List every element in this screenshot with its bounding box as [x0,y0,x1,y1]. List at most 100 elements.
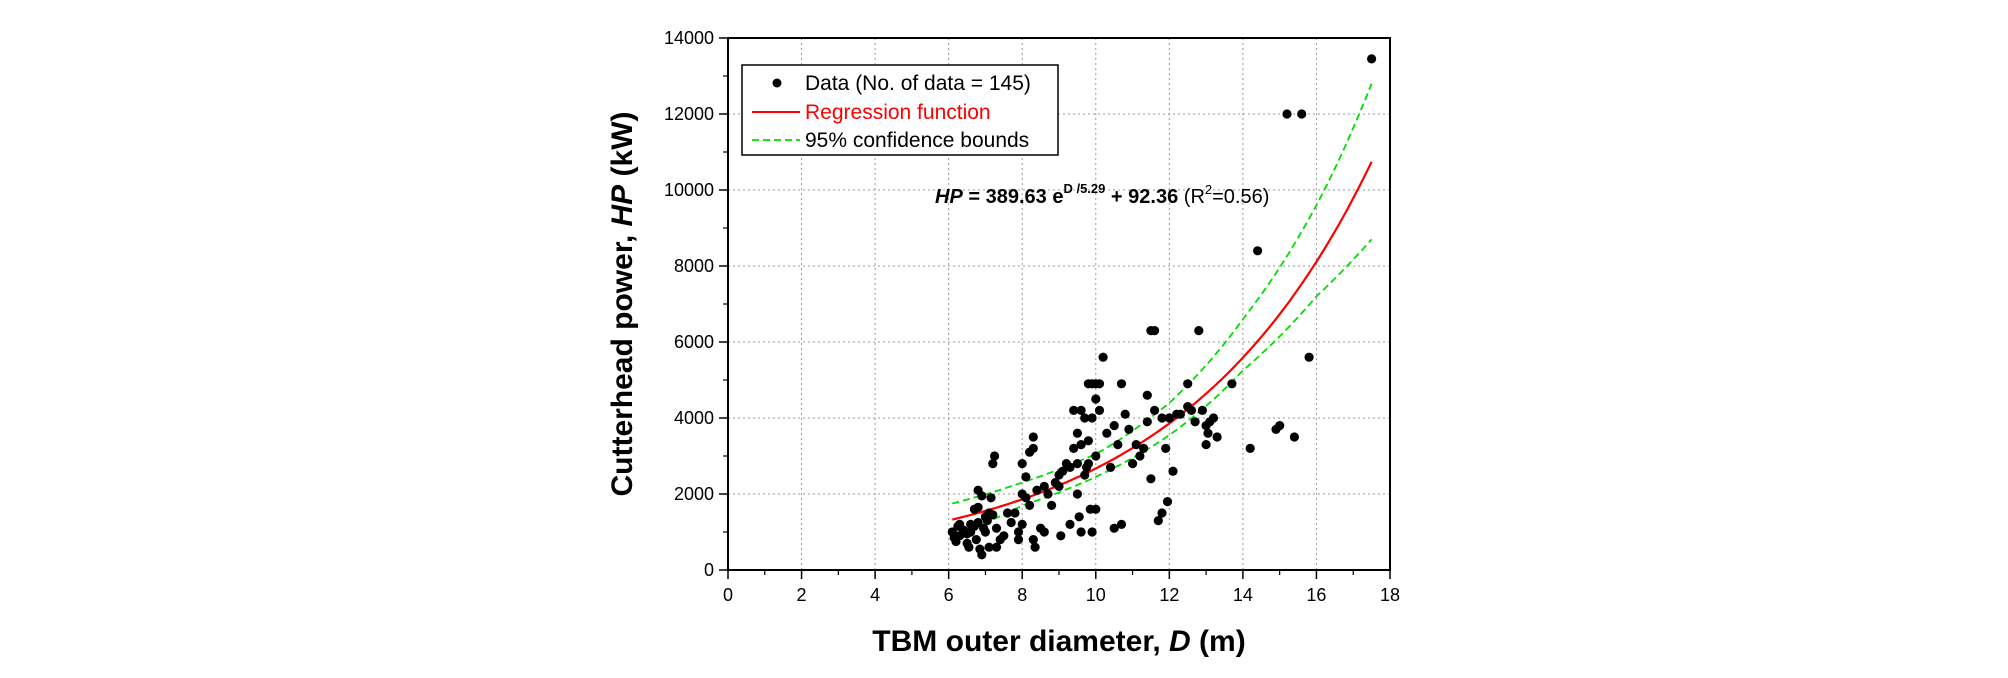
data-point [1186,405,1196,415]
data-point [1072,428,1082,438]
legend-label-data: Data (No. of data = 145) [805,72,1031,95]
regression-curve [952,161,1373,521]
data-point [1021,493,1031,503]
data-point [1116,379,1127,389]
data-point [1135,451,1145,461]
x-tick-label: 16 [1306,585,1326,605]
data-point [1072,489,1082,499]
data-point [999,531,1009,541]
data-point [1146,474,1156,484]
data-point [1142,390,1152,400]
data-point [1028,432,1038,442]
legend-label-confidence: 95% confidence bounds [805,129,1029,152]
grid [728,38,1390,570]
y-tick-label: 4000 [674,408,714,428]
data-point [1157,413,1167,423]
data-point [1282,109,1292,119]
data-point [973,517,983,528]
data-point [1056,531,1066,541]
x-axis-title: TBM outer diameter, D (m) [872,625,1245,658]
y-tick-label: 12000 [664,104,714,124]
data-point [980,527,991,537]
legend: Data (No. of data = 145) Regression func… [741,64,1059,156]
data-point [1039,527,1049,537]
y-tick-label: 2000 [674,484,714,504]
data-point [1124,424,1134,434]
x-tick-label: 12 [1159,585,1179,605]
data-point [977,550,987,560]
data-point [986,493,996,503]
data-point [1043,489,1053,499]
data-point [1065,519,1075,530]
data-point [1091,504,1101,514]
data-point [1113,440,1123,450]
data-point [1074,512,1084,522]
data-point [1208,413,1219,423]
x-tick-label: 10 [1086,585,1106,605]
data-point [1030,542,1040,552]
data-point [1142,417,1152,427]
data-point [1116,519,1127,530]
data-point [1025,500,1035,510]
regression-equation: HP = 389.63 eD /5.29 + 92.36 (R2=0.56) [935,181,1269,208]
data-point [1194,326,1204,336]
data-point [1289,432,1299,442]
data-point [1065,462,1075,472]
data-point [1203,428,1213,438]
data-point [1102,428,1112,438]
data-point [1304,352,1314,362]
data-point [1028,443,1038,453]
data-point [1153,516,1163,526]
data-point [991,542,1002,552]
x-tick-label: 4 [870,585,880,605]
legend-label-regression: Regression function [805,101,991,124]
data-point [1227,379,1237,389]
data-point [1150,326,1160,336]
x-tick-label: 6 [944,585,954,605]
legend-marker-data [772,78,782,88]
data-point [1072,459,1082,469]
x-tick-label: 2 [797,585,807,605]
data-point [1047,500,1057,510]
data-point [1098,352,1108,362]
data-point [1032,485,1042,495]
data-point [1076,527,1086,537]
data-point [1275,421,1285,431]
data-point [1297,109,1307,119]
data-point [1010,508,1020,518]
data-point [1128,459,1138,469]
data-point [1162,497,1173,507]
data-point [1080,470,1090,480]
data-point [1161,443,1171,453]
data-point [1054,481,1064,491]
data-point [1183,379,1193,389]
data-point [1131,440,1141,450]
data-point [1076,405,1086,415]
data-point [982,516,992,526]
data-point [1109,421,1119,431]
y-tick-label: 14000 [664,28,714,48]
axis-ticks: 0 2 4 6 8 10 12 14 16 18 0 2000 4000 6000 8000 10000 120… [664,28,1400,605]
data-point [988,510,998,520]
data-point [964,542,974,552]
data-point [1013,527,1024,537]
data-point [1150,405,1160,415]
data-point [1021,472,1031,482]
data-point [1139,443,1149,453]
y-axis-title: Cutterhead power, HP (kW) [606,111,639,496]
data-point [973,502,983,512]
data-points [947,54,1377,560]
data-point [1080,413,1090,423]
data-point [1120,409,1130,419]
data-point [1175,409,1185,419]
data-point [1069,443,1079,453]
data-point [1087,413,1097,423]
data-point [1017,519,1027,530]
data-point [1069,405,1079,415]
data-point [1212,432,1222,442]
data-point [1367,54,1377,64]
data-point [990,451,1000,461]
data-point [1168,466,1178,476]
data-point [1076,440,1086,450]
